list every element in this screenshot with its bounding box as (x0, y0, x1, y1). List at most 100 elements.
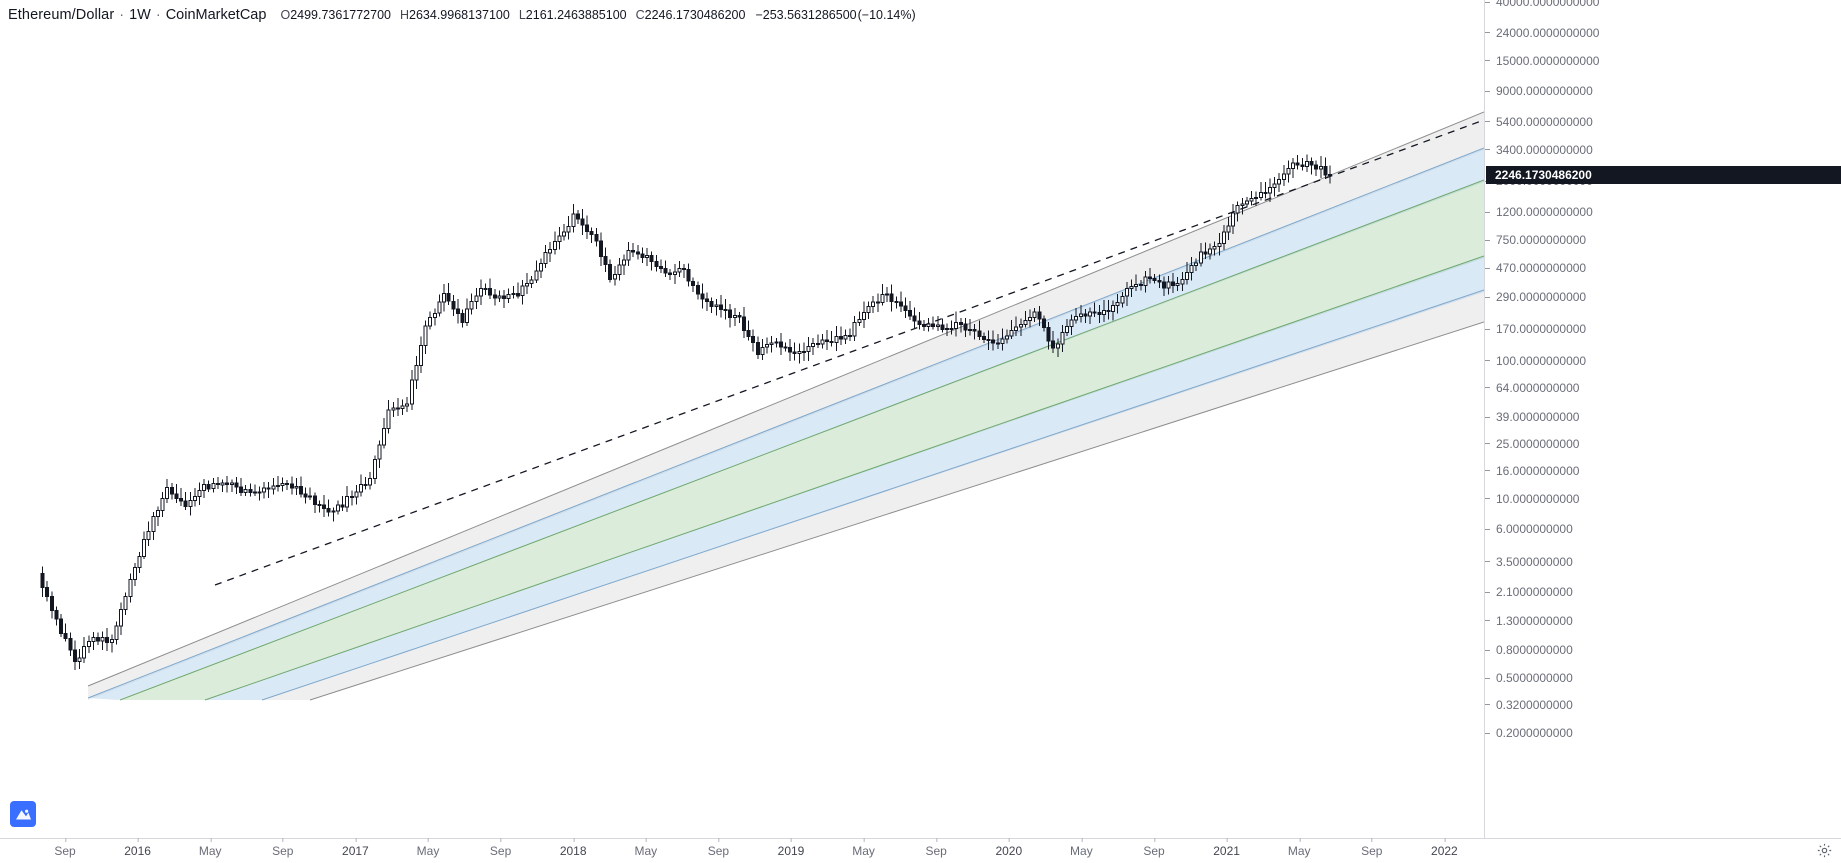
candle-body-down (654, 260, 659, 267)
chart-canvas (40, 111, 1484, 701)
candle-body-down (686, 268, 691, 282)
candle-body-down (1148, 276, 1152, 280)
candle-body-up (797, 351, 802, 355)
candle-body-down (931, 323, 936, 327)
price-tick-mark (1485, 239, 1490, 241)
chart-plot-area[interactable] (0, 0, 1484, 838)
time-tick-mark (1444, 838, 1446, 842)
candle-body-up (1023, 320, 1028, 326)
candle-body-up (871, 301, 876, 307)
candle-body-up (520, 285, 525, 297)
candle-body-down (742, 316, 746, 331)
time-tick: May (634, 838, 657, 863)
candle-body-up (275, 485, 280, 488)
candle-body-up (529, 279, 534, 284)
candle-body-down (603, 256, 608, 265)
price-tick-label: 100.0000000000 (1496, 353, 1587, 368)
candle-body-up (1277, 179, 1282, 185)
time-tick: 2018 (560, 838, 587, 863)
candle-body-down (972, 329, 977, 332)
candle-body-up (1189, 265, 1194, 274)
candle-body-up (211, 483, 216, 490)
price-tick-mark (1485, 387, 1490, 388)
candle-body-up (128, 578, 133, 598)
candle-body-down (492, 294, 497, 299)
candle-body-down (1152, 278, 1157, 282)
candle-body-up (345, 496, 350, 508)
candle-body-down (303, 493, 308, 498)
price-tick-mark (1485, 732, 1490, 734)
candle-body-up (672, 271, 677, 275)
candle-body-up (612, 274, 617, 280)
candle-body-up (1078, 313, 1083, 318)
candle-body-down (585, 224, 590, 232)
candle-body-up (843, 335, 848, 340)
price-tick-mark (1485, 443, 1490, 445)
logo-glyph-icon (15, 809, 31, 819)
time-tick: 2017 (342, 838, 369, 863)
price-tick-label: 290.0000000000 (1496, 290, 1587, 305)
channel-line-bottom (309, 321, 1484, 701)
candle-body-up (511, 293, 516, 296)
candle-body-up (400, 405, 405, 410)
channel-line-upper-blue (87, 147, 1484, 699)
candle-body-down (451, 300, 456, 310)
candle-body-up (949, 328, 954, 330)
candle-body-up (617, 264, 622, 276)
price-tick-mark (1485, 328, 1490, 330)
candle-body-up (954, 321, 959, 329)
candle-body-up (119, 609, 124, 627)
candle-body-down (986, 338, 991, 341)
time-tick-label: Sep (489, 844, 512, 858)
candle-body-up (405, 403, 410, 407)
candle-body-up (677, 268, 682, 273)
price-tick: 1.3000000000 (1485, 614, 1573, 628)
candle-body-up (506, 294, 511, 300)
price-tick-label: 15000.0000000000 (1496, 53, 1600, 68)
candle-body-down (963, 323, 968, 331)
time-tick: Sep (926, 838, 947, 863)
price-tick-mark (1485, 470, 1490, 472)
candle-body-down (825, 339, 829, 342)
candle-body-down (663, 267, 668, 274)
time-tick: May (1288, 838, 1311, 863)
candle-body-down (285, 483, 290, 485)
time-tick-label: May (416, 844, 440, 858)
price-tick-mark (1485, 704, 1490, 706)
candle-body-up (1258, 192, 1263, 198)
candle-body-up (1134, 284, 1139, 288)
candle-body-up (1268, 186, 1272, 194)
tradingview-logo-icon[interactable] (10, 801, 36, 827)
candle-body-up (109, 638, 114, 644)
time-tick-mark (137, 838, 139, 842)
time-tick-mark (1226, 838, 1228, 842)
candle-body-down (206, 483, 211, 490)
price-tick-label: 40000.0000000000 (1496, 0, 1600, 9)
candle-body-down (239, 486, 243, 493)
time-tick: Sep (272, 838, 293, 863)
candle-body-down (234, 482, 239, 488)
candle-body-down (728, 309, 733, 318)
price-tick-label: 750.0000000000 (1496, 233, 1587, 248)
price-tick-label: 16.0000000000 (1496, 463, 1580, 478)
gear-icon[interactable] (1815, 841, 1834, 860)
time-tick-label: 2019 (777, 844, 805, 858)
candle-body-up (188, 499, 193, 507)
candle-body-down (1171, 281, 1176, 286)
candle-body-down (248, 489, 253, 493)
candle-body-down (483, 287, 488, 290)
candle-body-up (229, 482, 234, 486)
candle-body-down (718, 304, 723, 310)
candle-body-up (123, 596, 128, 611)
price-axis[interactable]: 40000.0000000000 24000.0000000000 15000.00… (1484, 0, 1841, 838)
candle-body-down (575, 213, 580, 220)
time-axis[interactable]: Sep 2016 May Sep 2017 May Sep 2018 May Sep 2019 May… (0, 838, 1841, 863)
candle-body-down (1157, 280, 1162, 283)
time-tick: 2020 (995, 838, 1022, 863)
candle-body-down (792, 351, 797, 355)
candle-body-down (1046, 326, 1051, 342)
candle-body-down (446, 293, 451, 302)
candle-body-up (1226, 225, 1231, 233)
time-tick-label: Sep (54, 844, 76, 858)
time-tick: Sep (489, 838, 512, 863)
